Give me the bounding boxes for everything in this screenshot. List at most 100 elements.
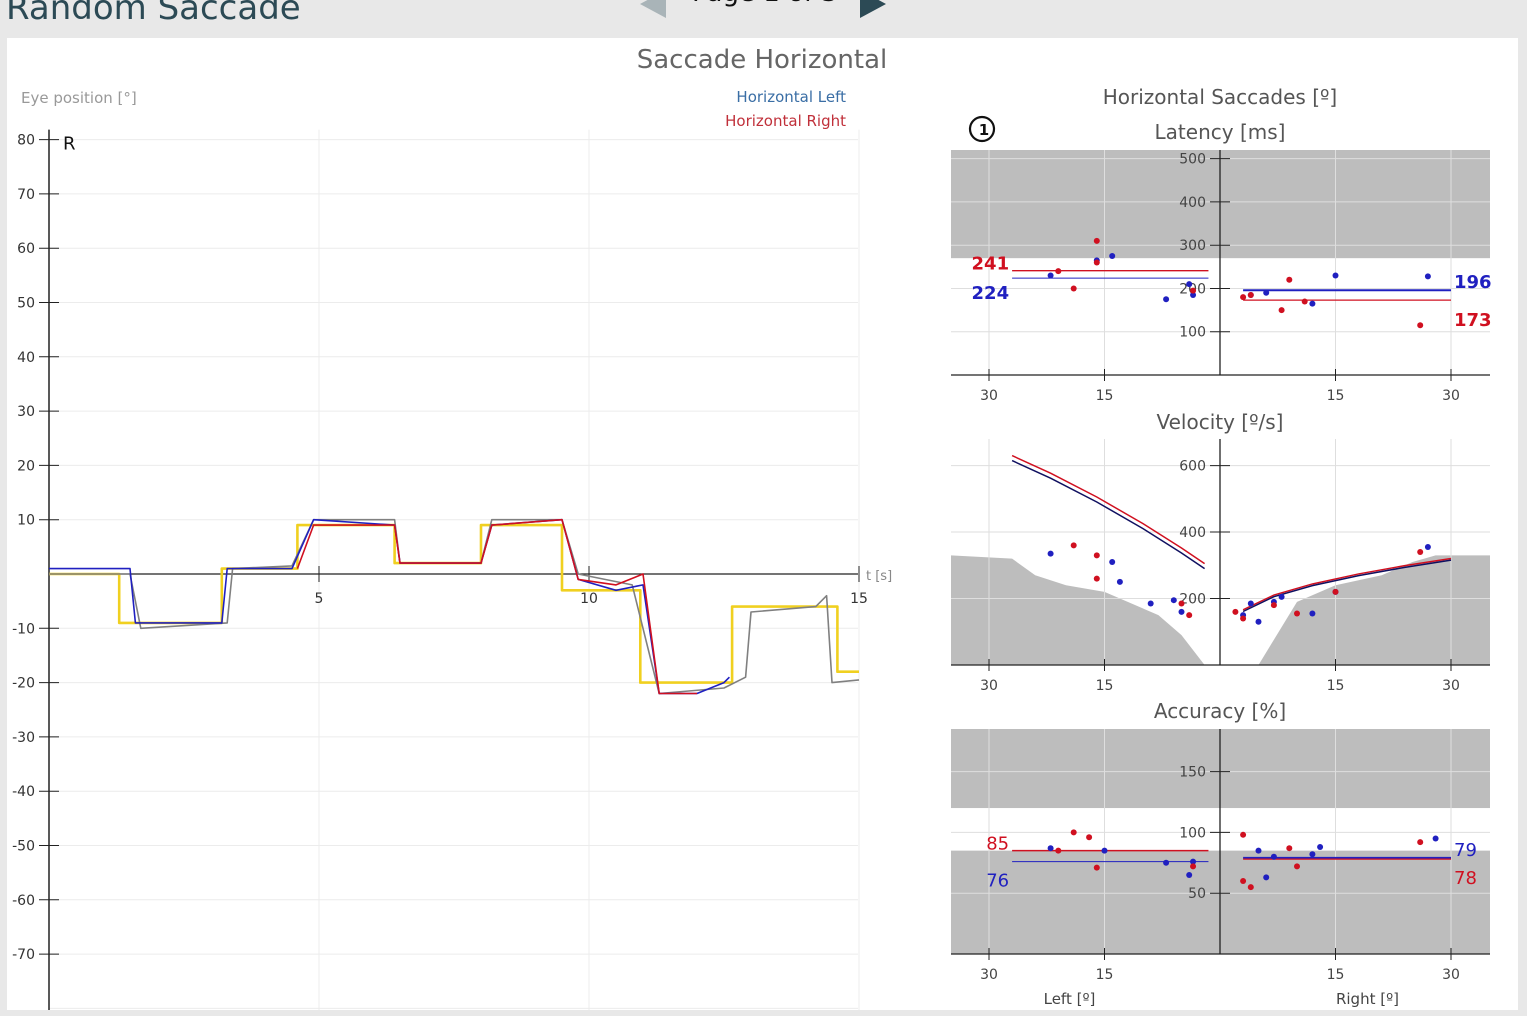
accuracy-point-right-blue (1317, 843, 1324, 850)
app-title: Random Saccade (6, 0, 301, 28)
accuracy-point-right-red (1294, 863, 1300, 870)
velocity-point-right-red (1240, 615, 1247, 622)
velocity-point-left-red (1070, 542, 1077, 549)
velocity-point-right-blue (1247, 600, 1254, 607)
latency-x-tick-label-left: 30 (980, 388, 998, 404)
legend-horizontal-right: Horizontal Right (725, 112, 846, 130)
latency-point-left-red (1093, 259, 1100, 266)
numbered-circle-label: 1 (979, 121, 989, 139)
accuracy-point-right-blue (1432, 835, 1439, 842)
eye-y-tick-label: -10 (12, 621, 35, 637)
latency-point-right-blue (1332, 272, 1339, 279)
eye-y-tick-label: 50 (17, 296, 35, 312)
eye-y-axis-label: Eye position [°] (21, 89, 137, 107)
latency-point-left-red (1093, 237, 1100, 244)
velocity-title: Velocity [º/s] (1156, 410, 1283, 434)
accuracy-y-tick-label: 150 (1179, 765, 1206, 781)
next-page-icon[interactable] (860, 0, 886, 18)
accuracy-point-left-blue (1163, 859, 1170, 866)
latency-y-tick-label: 300 (1179, 238, 1206, 254)
eye-y-tick-label: 60 (17, 241, 35, 257)
velocity-fit-right-right-eye (1242, 557, 1452, 611)
velocity-x-tick-label-right: 15 (1327, 678, 1345, 694)
latency-mean-label-right-red: 173 (1454, 310, 1492, 331)
latency-point-right-red (1286, 276, 1293, 283)
accuracy-x-tick-label-left: 30 (980, 967, 998, 983)
latency-point-left-red (1070, 285, 1077, 292)
eye-y-tick-label: 70 (17, 187, 35, 203)
latency-point-left-blue (1047, 272, 1054, 279)
eye-y-tick-label: -50 (12, 839, 35, 855)
accuracy-mean-label-right-blue: 79 (1454, 840, 1477, 861)
accuracy-point-left-red (1086, 834, 1093, 841)
latency-point-right-red (1301, 298, 1308, 305)
velocity-point-left-red (1093, 575, 1100, 582)
eye-side-label-r: R (63, 134, 76, 155)
latency-point-right-blue (1309, 300, 1316, 307)
accuracy-point-left-blue (1190, 858, 1197, 865)
velocity-point-left-blue (1147, 600, 1154, 607)
prev-page-icon[interactable] (640, 0, 666, 18)
accuracy-point-left-blue (1101, 847, 1108, 854)
velocity-point-left-blue (1178, 608, 1185, 615)
velocity-point-left-red (1093, 552, 1100, 559)
eye-trace-target (49, 523, 859, 684)
latency-point-left-blue (1186, 281, 1193, 288)
velocity-point-left-blue (1047, 550, 1054, 557)
velocity-point-right-blue (1309, 610, 1316, 617)
accuracy-point-right-blue (1255, 847, 1262, 854)
velocity-point-right-red (1332, 588, 1339, 595)
accuracy-mean-label-left-red: 85 (986, 834, 1009, 855)
accuracy-point-left-red (1190, 863, 1197, 870)
eye-x-axis-label: t [s] (866, 569, 892, 584)
velocity-norm-band-left (951, 555, 1205, 665)
accuracy-point-left-blue (1047, 845, 1054, 852)
title-bar: Random Saccade Page 1 of 3 (0, 0, 1527, 38)
velocity-y-tick-label: 400 (1179, 525, 1206, 541)
legend-horizontal-left: Horizontal Left (736, 88, 846, 106)
latency-point-right-red (1247, 291, 1254, 298)
velocity-y-tick-label: 200 (1179, 592, 1206, 608)
accuracy-point-right-red (1286, 845, 1293, 852)
eye-trace-horizontal-right (296, 518, 697, 695)
latency-y-tick-label: 100 (1179, 325, 1206, 341)
velocity-point-left-red (1178, 600, 1185, 607)
eye-y-tick-label: -70 (12, 947, 35, 963)
velocity-fit-right-left-eye (1242, 559, 1452, 613)
latency-x-tick-label-right: 30 (1442, 388, 1460, 404)
velocity-point-left-blue (1170, 597, 1177, 604)
accuracy-point-left-blue (1186, 871, 1193, 878)
numbered-circle-1-icon (968, 115, 996, 143)
accuracy-mean-label-left-blue: 76 (986, 871, 1009, 892)
velocity-point-right-red (1417, 549, 1424, 555)
eye-y-tick-label: 40 (17, 350, 35, 366)
saccades-group-title: Horizontal Saccades [º] (1103, 85, 1337, 109)
eye-y-tick-label: -60 (12, 893, 35, 909)
accuracy-point-right-red (1240, 831, 1247, 838)
accuracy-x-tick-label-right: 30 (1442, 967, 1460, 983)
accuracy-x-tick-label-right: 15 (1327, 967, 1345, 983)
eye-trace-gray (49, 518, 860, 695)
latency-point-right-red (1278, 307, 1285, 314)
accuracy-point-right-red (1417, 839, 1424, 846)
accuracy-point-right-red (1240, 878, 1247, 885)
velocity-x-tick-label-right: 30 (1442, 678, 1460, 694)
accuracy-x-label-right: Right [º] (1336, 990, 1399, 1008)
accuracy-x-label-left: Left [º] (1044, 990, 1096, 1008)
eye-y-tick-label: -20 (12, 676, 35, 692)
latency-point-left-red (1055, 268, 1062, 275)
velocity-point-right-blue (1278, 593, 1285, 600)
eye-y-tick-label: -30 (12, 730, 35, 746)
velocity-point-left-blue (1109, 558, 1116, 565)
charts-canvas: Saccade Horizontal 80 70 60 50 40 30 20 10 -10 -2… (12, 45, 1492, 1016)
latency-point-right-blue (1424, 273, 1431, 280)
latency-mean-label-left-red: 241 (972, 254, 1010, 275)
latency-point-right-blue (1263, 289, 1270, 296)
accuracy-point-right-blue (1270, 853, 1277, 860)
accuracy-y-tick-label: 50 (1188, 886, 1206, 902)
latency-point-left-blue (1190, 291, 1197, 298)
main-title: Saccade Horizontal (637, 45, 887, 75)
latency-point-left-red (1190, 287, 1197, 294)
latency-point-right-red (1417, 322, 1424, 329)
latency-point-left-blue (1163, 296, 1170, 303)
